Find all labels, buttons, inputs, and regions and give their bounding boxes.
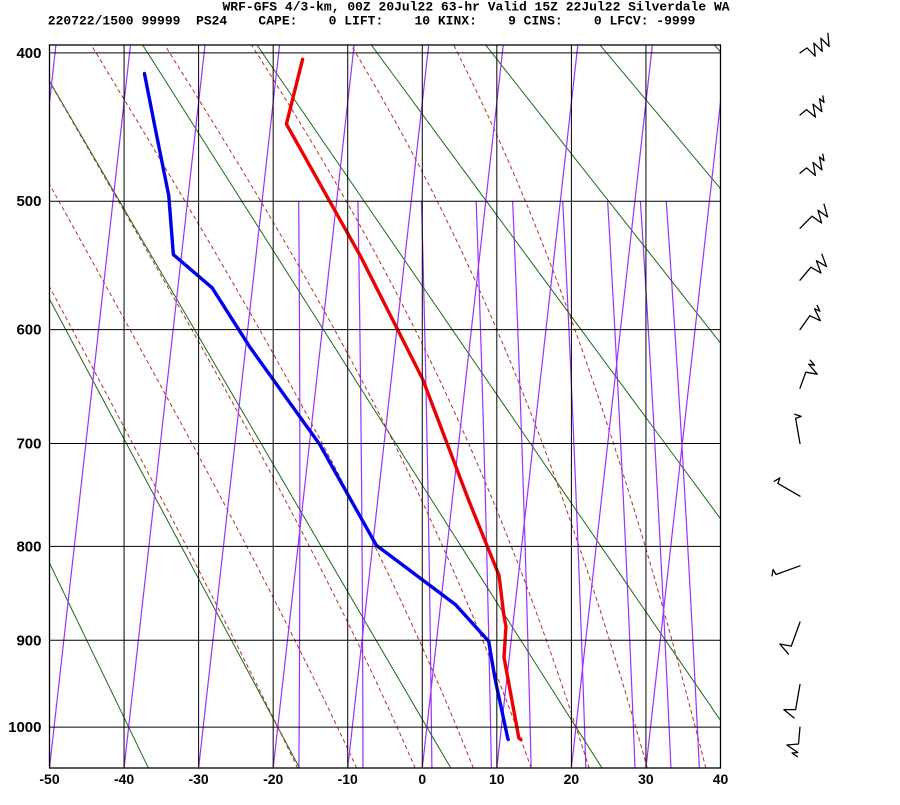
- svg-text:20: 20: [564, 771, 580, 787]
- svg-text:30: 30: [638, 771, 654, 787]
- svg-text:900: 900: [16, 632, 41, 649]
- svg-text:400: 400: [16, 45, 41, 62]
- svg-text:40: 40: [713, 771, 729, 787]
- svg-text:10: 10: [489, 771, 505, 787]
- svg-text:1000: 1000: [8, 719, 41, 736]
- svg-text:500: 500: [16, 193, 41, 210]
- svg-text:-50: -50: [39, 771, 59, 787]
- svg-text:600: 600: [16, 322, 41, 339]
- svg-text:700: 700: [16, 436, 41, 453]
- svg-text:WRF-GFS 4/3-km, 00Z 20Jul22 63: WRF-GFS 4/3-km, 00Z 20Jul22 63-hr Valid …: [223, 0, 730, 15]
- svg-text:-20: -20: [263, 771, 283, 787]
- svg-text:220722/1500 99999 PS24 CAP: 220722/1500 99999 PS24 CAPE: 0 LIFT: 10 …: [48, 14, 696, 29]
- svg-text:-10: -10: [338, 771, 358, 787]
- svg-text:-40: -40: [114, 771, 134, 787]
- svg-text:800: 800: [16, 538, 41, 555]
- svg-text:-30: -30: [188, 771, 208, 787]
- svg-text:0: 0: [418, 771, 426, 787]
